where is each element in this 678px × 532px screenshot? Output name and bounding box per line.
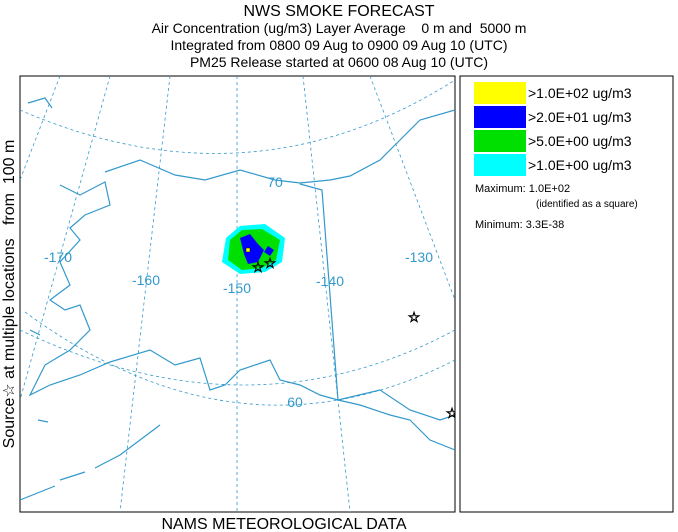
graticule	[20, 76, 455, 512]
svg-text:☆: ☆	[408, 309, 421, 325]
legend-label: >5.0E+00 ug/m3	[528, 133, 632, 149]
footer: NAMS METEOROLOGICAL DATA	[161, 516, 406, 532]
legend-label: >2.0E+01 ug/m3	[528, 109, 632, 125]
side-label: Source☆ at multiple locations from 100 m	[1, 140, 18, 449]
map-label: -160	[132, 272, 160, 288]
map-label: 70	[267, 174, 283, 190]
legend-swatch	[474, 106, 526, 128]
coastline	[27, 97, 455, 451]
svg-text:☆: ☆	[446, 405, 459, 421]
maximum-square	[245, 247, 251, 253]
legend-label: >1.0E+00 ug/m3	[528, 157, 632, 173]
map-label: -150	[223, 280, 251, 296]
maximum-note: (identified as a square)	[536, 199, 638, 210]
legend-swatch	[474, 130, 526, 152]
graticule	[20, 79, 455, 406]
map-label: -140	[316, 273, 344, 289]
map: ☆ ☆☆☆	[19, 75, 459, 513]
source-stars: ☆ ☆☆☆	[251, 255, 459, 422]
subtitle-line: Integrated from 0800 09 Aug to 0900 09 A…	[171, 37, 508, 53]
legend-swatch	[474, 154, 526, 176]
map-label: 60	[287, 394, 303, 410]
minimum-text: Minimum: 3.3E-38	[475, 219, 564, 231]
svg-text:☆: ☆	[252, 259, 265, 275]
title: NWS SMOKE FORECAST	[243, 3, 434, 20]
map-frame	[19, 75, 456, 513]
legend-swatch	[474, 82, 526, 104]
legend-label: >1.0E+02 ug/m3	[528, 85, 632, 101]
map-label: -170	[44, 249, 72, 265]
svg-text:☆: ☆	[264, 255, 277, 271]
subtitle-line: PM25 Release started at 0600 08 Aug 10 (…	[190, 54, 488, 70]
subtitle-line: Air Concentration (ug/m3) Layer Average …	[152, 20, 527, 36]
islands	[20, 329, 161, 501]
map-label: -130	[405, 249, 433, 265]
maximum-text: Maximum: 1.0E+02	[475, 183, 570, 195]
smoke-plume	[240, 234, 274, 264]
